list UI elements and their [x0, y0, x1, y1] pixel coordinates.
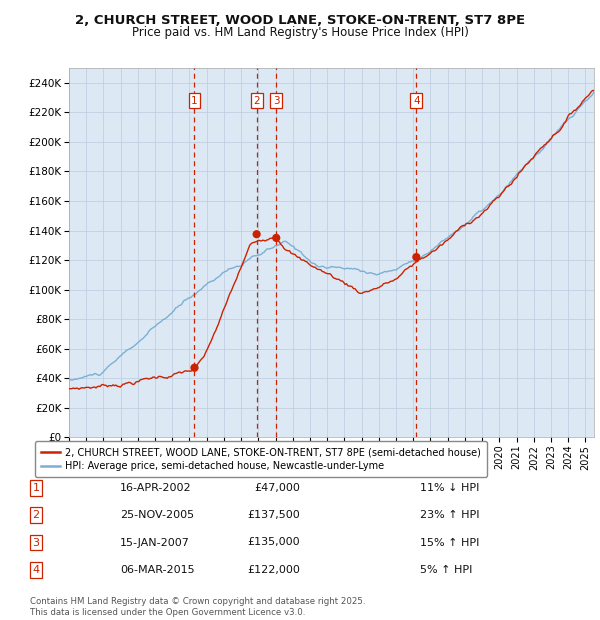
Text: 4: 4: [32, 565, 40, 575]
Text: 25-NOV-2005: 25-NOV-2005: [120, 510, 194, 520]
Text: 2: 2: [253, 95, 260, 105]
Text: 15% ↑ HPI: 15% ↑ HPI: [420, 538, 479, 547]
Point: [190, 363, 199, 373]
Text: £137,500: £137,500: [247, 510, 300, 520]
Text: Price paid vs. HM Land Registry's House Price Index (HPI): Price paid vs. HM Land Registry's House …: [131, 26, 469, 39]
Text: 2, CHURCH STREET, WOOD LANE, STOKE-ON-TRENT, ST7 8PE: 2, CHURCH STREET, WOOD LANE, STOKE-ON-TR…: [75, 14, 525, 27]
Text: £135,000: £135,000: [247, 538, 300, 547]
Point: [252, 229, 262, 239]
Text: 3: 3: [32, 538, 40, 547]
Text: 15-JAN-2007: 15-JAN-2007: [120, 538, 190, 547]
Text: Contains HM Land Registry data © Crown copyright and database right 2025.
This d: Contains HM Land Registry data © Crown c…: [30, 598, 365, 617]
Text: 16-APR-2002: 16-APR-2002: [120, 483, 191, 493]
Text: 2: 2: [32, 510, 40, 520]
Text: 3: 3: [273, 95, 280, 105]
Text: 06-MAR-2015: 06-MAR-2015: [120, 565, 194, 575]
Point: [271, 233, 281, 243]
Text: 4: 4: [413, 95, 419, 105]
Text: 1: 1: [32, 483, 40, 493]
Text: 5% ↑ HPI: 5% ↑ HPI: [420, 565, 472, 575]
Legend: 2, CHURCH STREET, WOOD LANE, STOKE-ON-TRENT, ST7 8PE (semi-detached house), HPI:: 2, CHURCH STREET, WOOD LANE, STOKE-ON-TR…: [35, 441, 487, 477]
Point: [412, 252, 421, 262]
Text: 1: 1: [191, 95, 198, 105]
Text: £47,000: £47,000: [254, 483, 300, 493]
Text: 23% ↑ HPI: 23% ↑ HPI: [420, 510, 479, 520]
Text: £122,000: £122,000: [247, 565, 300, 575]
Text: 11% ↓ HPI: 11% ↓ HPI: [420, 483, 479, 493]
